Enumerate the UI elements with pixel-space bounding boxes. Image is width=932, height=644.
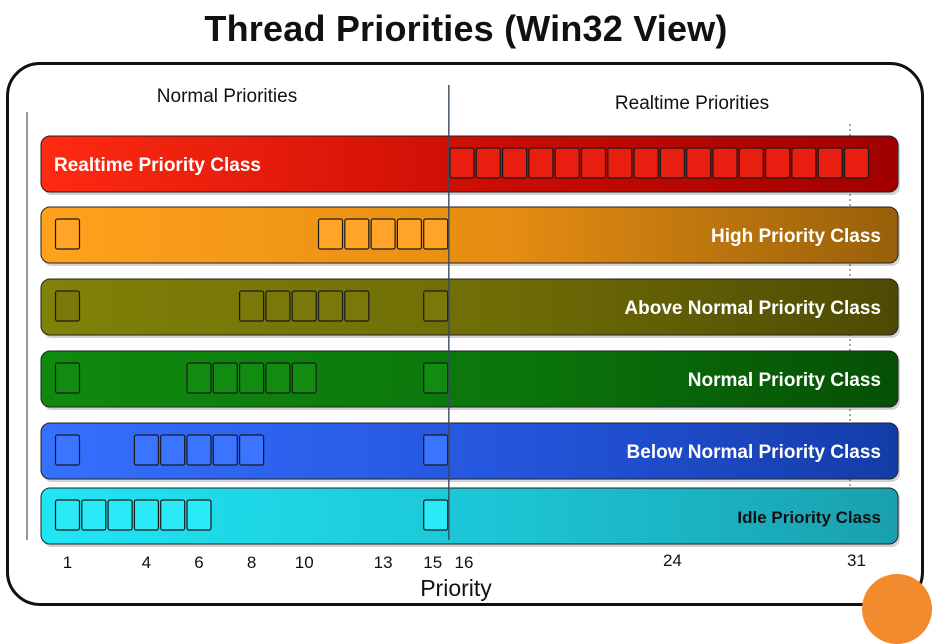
priority-box-7 [212,434,238,466]
band-label-below-normal: Below Normal Priority Class [627,442,881,463]
band-bar [40,487,899,545]
priority-box-11 [317,290,344,322]
realtime-priorities-label: Realtime Priorities [615,93,769,114]
priority-box-25 [686,147,712,179]
priority-box-15 [423,290,449,322]
tick-label-6: 6 [194,553,203,572]
priority-box-1 [54,434,81,466]
band-bar [40,206,899,264]
tick-label-13: 13 [374,553,393,572]
priority-box-13 [370,218,396,250]
priority-box-29 [791,147,817,179]
band-normal: Normal Priority Class [40,350,900,410]
priority-box-8 [239,290,265,322]
tick-label-8: 8 [247,553,256,572]
tick-label-31: 31 [847,551,866,570]
priority-box-12 [344,218,370,250]
band-idle: Idle Priority Class [40,487,900,547]
priority-box-16 [449,147,475,179]
priority-box-12 [344,290,370,322]
priority-box-24 [659,147,686,179]
band-label-above-normal: Above Normal Priority Class [624,298,881,319]
priority-box-1 [54,218,81,250]
priority-box-15 [423,362,449,394]
priority-box-6 [186,362,212,394]
band-label-idle: Idle Priority Class [737,508,881,527]
priority-box-1 [54,362,81,394]
priority-box-15 [423,499,449,531]
priority-box-8 [239,434,265,466]
tick-label-16: 16 [455,553,474,572]
priority-box-14 [396,218,422,250]
priority-box-6 [186,499,212,531]
band-label-normal: Normal Priority Class [688,370,881,391]
priority-box-17 [475,147,501,179]
priority-box-26 [712,147,738,179]
priority-box-22 [607,147,633,179]
priority-box-4 [133,499,159,531]
priority-box-31 [843,147,870,179]
priority-box-15 [423,218,449,250]
tick-label-15: 15 [423,553,442,572]
priority-box-20 [554,147,580,179]
band-label-realtime: Realtime Priority Class [54,155,261,176]
priority-box-19 [528,147,554,179]
normal-priorities-label: Normal Priorities [157,86,297,107]
tick-label-1: 1 [63,553,72,572]
priority-box-1 [54,290,81,322]
priority-box-5 [160,434,186,466]
band-label-high: High Priority Class [711,226,881,247]
priority-box-2 [81,499,107,531]
tick-label-4: 4 [142,553,151,572]
priority-box-9 [265,290,291,322]
band-high: High Priority Class [40,206,900,266]
priority-box-9 [265,362,291,394]
priority-box-15 [423,434,449,466]
band-realtime: Realtime Priority Class [40,135,900,195]
priority-box-7 [212,362,238,394]
priority-box-5 [160,499,186,531]
priority-diagram: Realtime Priority Class High Priority Cla… [26,85,900,601]
priority-box-18 [502,147,528,179]
priority-box-28 [764,147,791,179]
play-badge-icon [862,574,932,644]
priority-box-21 [580,147,607,179]
priority-box-10 [291,362,317,394]
priority-box-11 [317,218,344,250]
page-title: Thread Priorities (Win32 View) [204,8,728,49]
tick-label-24: 24 [663,551,682,570]
priority-box-6 [186,434,212,466]
priority-box-27 [738,147,764,179]
priority-box-23 [633,147,659,179]
axis-title: Priority [420,575,492,601]
diagram-frame [6,62,924,606]
tick-label-10: 10 [295,553,314,572]
priority-box-4 [133,434,159,466]
priority-box-30 [817,147,843,179]
priority-box-3 [107,499,133,531]
priority-box-10 [291,290,317,322]
band-below-normal: Below Normal Priority Class [40,422,900,482]
priority-box-1 [54,499,81,531]
priority-box-8 [239,362,265,394]
band-above-normal: Above Normal Priority Class [40,278,900,338]
